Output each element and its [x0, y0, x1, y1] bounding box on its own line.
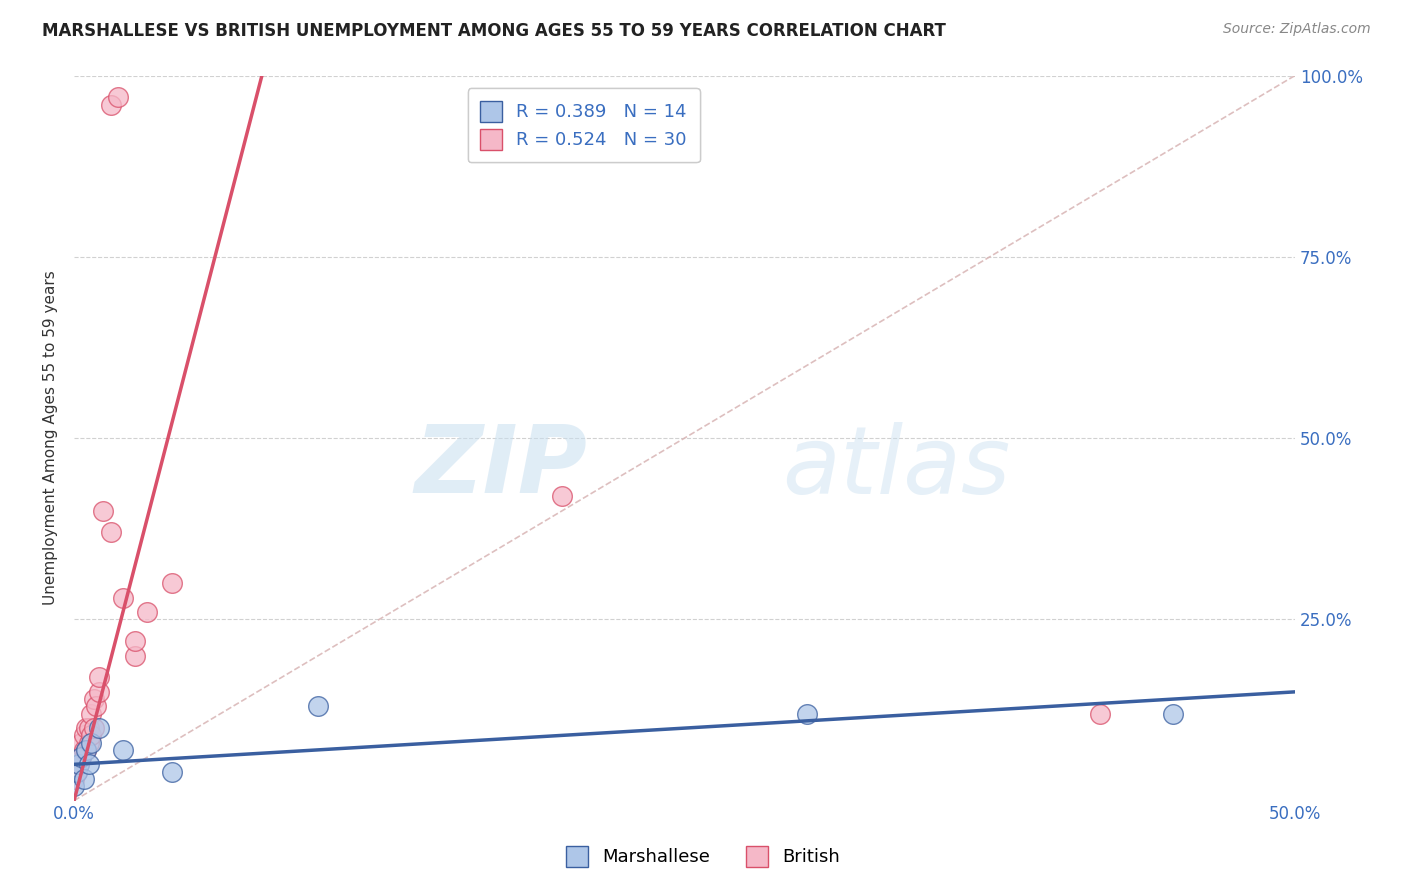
- Point: [75, 743, 97, 757]
- Text: atlas: atlas: [782, 422, 1011, 513]
- Point: [75, 721, 97, 735]
- Point: [160, 576, 183, 591]
- Point: [75, 743, 97, 757]
- Point: [65, 764, 87, 779]
- Point: [796, 706, 818, 721]
- Point: [83, 692, 105, 706]
- Point: [111, 743, 134, 757]
- Point: [80, 736, 103, 750]
- Point: [73, 772, 96, 786]
- Legend: Marshallese, British: Marshallese, British: [558, 838, 848, 874]
- Point: [80, 728, 103, 742]
- Point: [70, 736, 93, 750]
- Point: [73, 743, 96, 757]
- Point: [63, 779, 86, 793]
- Y-axis label: Unemployment Among Ages 55 to 59 years: Unemployment Among Ages 55 to 59 years: [44, 270, 58, 606]
- Text: ZIP: ZIP: [413, 421, 586, 513]
- Point: [111, 591, 134, 605]
- Point: [77, 757, 100, 772]
- Point: [124, 648, 146, 663]
- Point: [107, 90, 129, 104]
- Point: [1088, 706, 1111, 721]
- Point: [93, 503, 115, 517]
- Point: [70, 750, 93, 764]
- Point: [84, 699, 107, 714]
- Point: [100, 97, 122, 112]
- Point: [87, 721, 110, 735]
- Point: [80, 706, 103, 721]
- Point: [551, 489, 574, 503]
- Point: [87, 685, 110, 699]
- Point: [67, 757, 90, 772]
- Text: Source: ZipAtlas.com: Source: ZipAtlas.com: [1223, 22, 1371, 37]
- Point: [100, 525, 122, 540]
- Point: [63, 772, 86, 786]
- Point: [87, 670, 110, 684]
- Point: [67, 757, 90, 772]
- Point: [70, 750, 93, 764]
- Point: [77, 721, 100, 735]
- Point: [77, 736, 100, 750]
- Point: [1161, 706, 1184, 721]
- Point: [160, 764, 183, 779]
- Point: [65, 764, 87, 779]
- Point: [136, 605, 159, 619]
- Text: MARSHALLESE VS BRITISH UNEMPLOYMENT AMONG AGES 55 TO 59 YEARS CORRELATION CHART: MARSHALLESE VS BRITISH UNEMPLOYMENT AMON…: [42, 22, 946, 40]
- Legend: R = 0.389   N = 14, R = 0.524   N = 30: R = 0.389 N = 14, R = 0.524 N = 30: [468, 88, 700, 162]
- Point: [67, 750, 90, 764]
- Point: [73, 728, 96, 742]
- Point: [124, 634, 146, 648]
- Point: [83, 721, 105, 735]
- Point: [307, 699, 329, 714]
